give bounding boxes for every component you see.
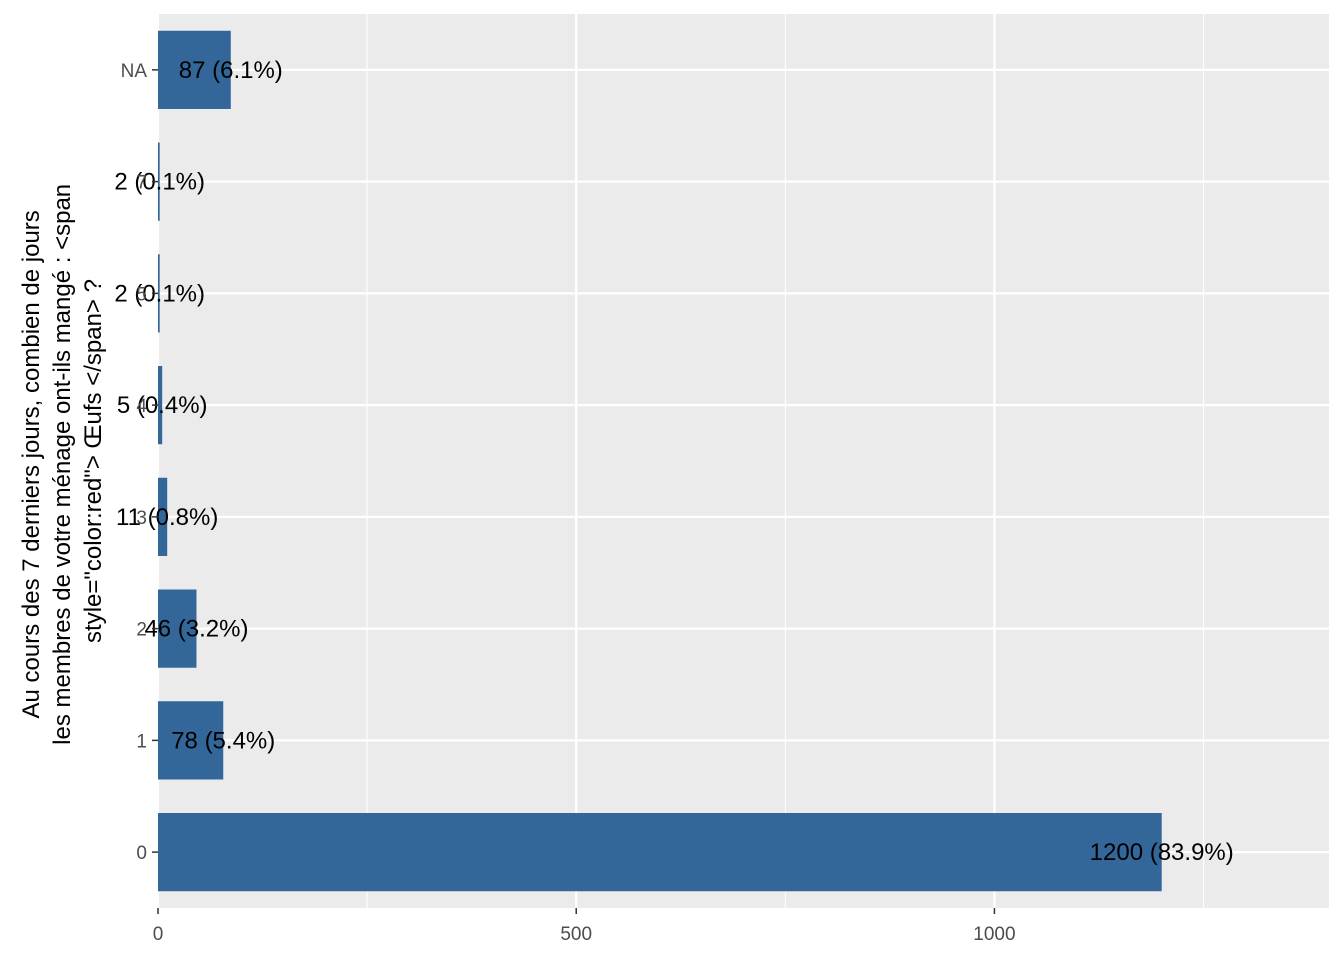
major-gridlines: [156, 14, 1329, 908]
bar-2: [158, 589, 197, 668]
y-tick-label: NA: [121, 61, 148, 82]
x-tick-label: 1000: [973, 924, 1015, 945]
bar-5: [158, 254, 160, 333]
bar-7: [158, 142, 160, 221]
data-label-4: 5 (0.4%): [117, 392, 208, 419]
data-label-1: 78 (5.4%): [171, 727, 275, 754]
bars: [158, 30, 1162, 892]
data-label-NA: 87 (6.1%): [179, 57, 283, 84]
bar-NA: [158, 30, 231, 109]
data-label-2: 46 (3.2%): [144, 616, 248, 643]
plot-panel: [158, 14, 1329, 908]
data-label-0: 1200 (83.9%): [1090, 839, 1234, 866]
y-axis-title-line-3: style="color:red"> Œufs </span> ?: [80, 279, 107, 643]
y-axis-title-line-1: Au cours des 7 derniers jours, combien d…: [18, 210, 45, 718]
y-tick-label: 2: [136, 620, 147, 641]
y-tick-label: 3: [136, 508, 147, 529]
bar-1: [158, 701, 224, 780]
data-labels: 1200 (83.9%) 78 (5.4%) 46 (3.2%) 11 (0.8%) 5…: [114, 57, 1233, 866]
y-tick-label: 1: [136, 731, 147, 752]
data-label-3: 11 (0.8%): [116, 504, 218, 531]
y-axis-title: Au cours des 7 derniers jours, combien d…: [18, 177, 107, 745]
data-label-7: 2 (0.1%): [114, 169, 205, 196]
y-axis-title-line-2: les membres de votre ménage ont-ils mang…: [49, 184, 76, 745]
data-label-5: 2 (0.1%): [114, 280, 205, 307]
y-tick-label: 7: [136, 173, 147, 194]
bar-3: [158, 477, 168, 556]
bar-0: [158, 813, 1162, 892]
y-tick-label: 0: [136, 843, 147, 864]
bar-4: [158, 366, 163, 445]
x-tick-label: 0: [153, 924, 164, 945]
x-tick-label: 500: [560, 924, 592, 945]
y-tick-label: 4: [136, 396, 147, 417]
minor-gridlines: [366, 14, 1205, 908]
y-tick-label: 5: [136, 284, 147, 305]
x-axis: 0 500 1000: [153, 908, 1016, 945]
y-axis: 0 1 2 3 4 5 7 NA: [121, 61, 158, 864]
